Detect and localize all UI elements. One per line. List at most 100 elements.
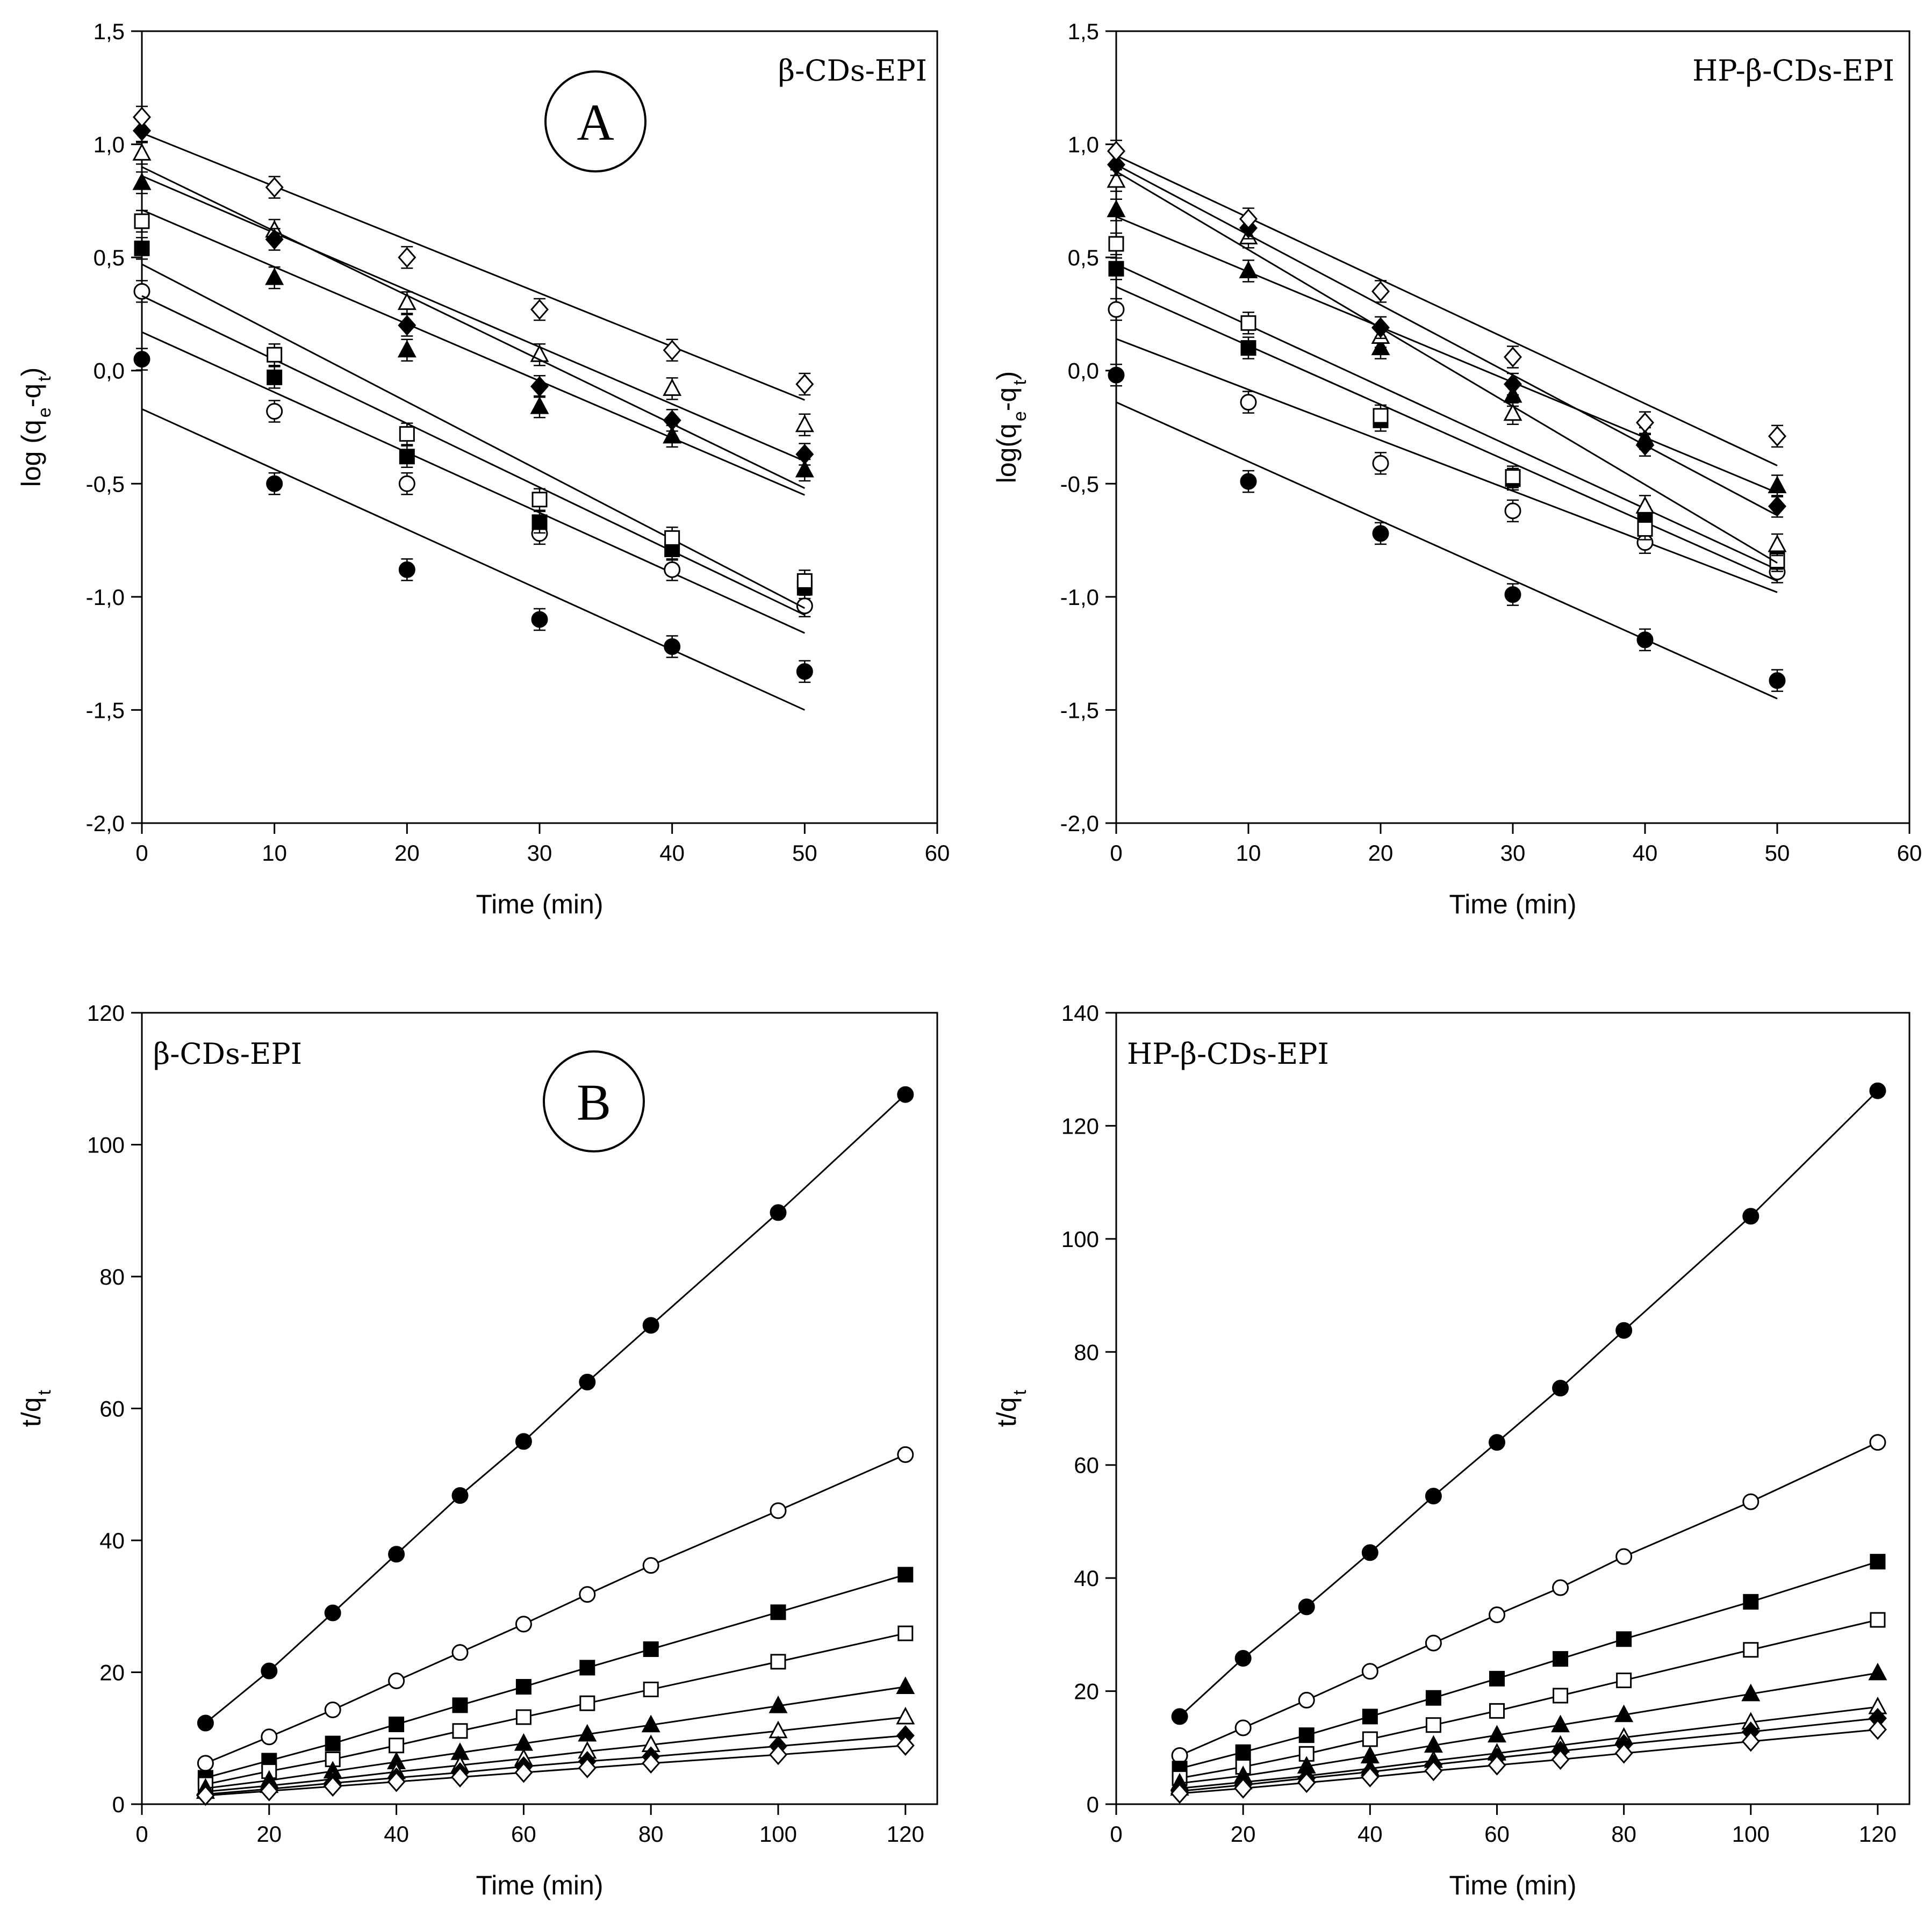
series-open-diamond [1107,139,1787,466]
y-tick-label: 100 [87,1133,125,1158]
data-point [578,1724,597,1742]
y-axis-title-subscript: e [34,407,55,417]
data-point [1488,1606,1505,1624]
data-point [770,1204,787,1221]
data-point [1234,1719,1252,1736]
x-tick-label: 30 [527,840,552,866]
data-point [769,1744,788,1765]
data-point [1615,1322,1633,1339]
data-point [265,177,284,198]
data-point [1768,534,1787,552]
data-point [265,229,284,250]
data-point [515,1709,532,1725]
data-point [1552,1380,1569,1397]
data-point [1553,1651,1569,1667]
data-point [1635,412,1655,433]
data-point [397,292,416,310]
data-point [1425,1634,1442,1652]
data-point [1614,1704,1634,1723]
fit-line [1116,338,1778,593]
data-point [1741,1731,1760,1752]
y-tick-label: 60 [1074,1453,1099,1478]
data-point [1636,631,1654,648]
data-point [642,1557,659,1574]
series-filled-diamond [132,119,814,489]
series-filled-diamond [1107,153,1787,518]
y-axis-title-subscript: t [34,1389,55,1395]
y-axis-title: t/q t [992,1389,1030,1427]
data-point [389,1738,405,1754]
y-axis-title-part: ) [992,371,1022,380]
data-point [795,444,814,465]
data-point [197,1755,214,1772]
data-point [389,1716,405,1732]
x-tick-label: 20 [394,840,420,866]
series-filled-circle [197,1086,914,1732]
y-axis-title-part: -q [992,387,1022,411]
data-point [1870,1612,1886,1628]
data-point [1108,261,1124,277]
data-point [399,449,415,465]
data-point [1239,208,1258,229]
plot-frame [1115,1012,1911,1805]
y-tick-label: 100 [1061,1227,1099,1252]
data-point [664,561,681,578]
x-tick-label: 80 [638,1821,664,1847]
data-point [1487,1725,1506,1743]
y-axis-title-part: t/q [992,1397,1022,1427]
data-point [1769,672,1786,689]
data-point [452,1697,468,1713]
data-point [1240,340,1256,356]
data-point [1743,1594,1759,1610]
data-point [1170,1783,1189,1804]
series-open-circle [1108,298,1786,593]
y-tick-label: 1,5 [1068,19,1099,44]
data-point [260,1781,278,1801]
series-line [205,1574,906,1779]
series-filled-square [197,1567,914,1786]
data-point [1107,199,1126,218]
y-tick-label: -1,5 [86,697,125,723]
fit-line [141,331,805,634]
panel-letter: A [577,93,614,151]
y-tick-label: -1,5 [1060,697,1099,723]
data-point [1362,1731,1378,1747]
y-tick-label: 20 [99,1660,125,1685]
data-point [1505,469,1521,485]
series-line [1179,1672,1878,1784]
data-point [1553,1688,1569,1704]
fit-line [141,166,805,489]
data-point [1503,347,1522,367]
data-point [530,299,549,320]
data-point [398,561,415,578]
series-open-diamond [1170,1719,1887,1804]
chart-panel-3: 0 20 40 60 80 100 120 0 20 40 60 80 100 120 Time (min)… [16,1000,938,1900]
data-point [397,340,416,358]
x-tick-label: 60 [511,1821,536,1847]
data-point [1552,1579,1569,1596]
data-point [1489,1670,1505,1687]
data-point [515,1679,532,1695]
x-tick-label: 40 [1358,1821,1383,1847]
series-line [205,1745,906,1797]
data-point [514,1762,533,1783]
series-filled-circle [1171,1082,1886,1725]
x-tick-label: 100 [759,1821,797,1847]
data-point [1361,1544,1378,1561]
data-point [1488,1434,1505,1451]
data-point [642,1317,659,1334]
y-tick-label: 20 [1074,1679,1099,1704]
data-point [1425,1488,1442,1505]
chart-panel-4: 0 20 40 60 80 100 120 0 20 40 60 80 100 120 140 Time (m… [992,1000,1911,1900]
data-point [1614,1743,1633,1764]
data-point [1171,1708,1188,1725]
y-tick-label: 60 [99,1396,125,1422]
fit-line [1116,401,1778,700]
x-tick-label: 60 [925,840,950,866]
x-tick-label: 0 [135,840,148,866]
data-point [795,414,814,433]
data-point [324,1604,341,1621]
x-tick-label: 40 [384,1821,409,1847]
fit-line [141,175,805,462]
fit-line [1116,215,1778,494]
